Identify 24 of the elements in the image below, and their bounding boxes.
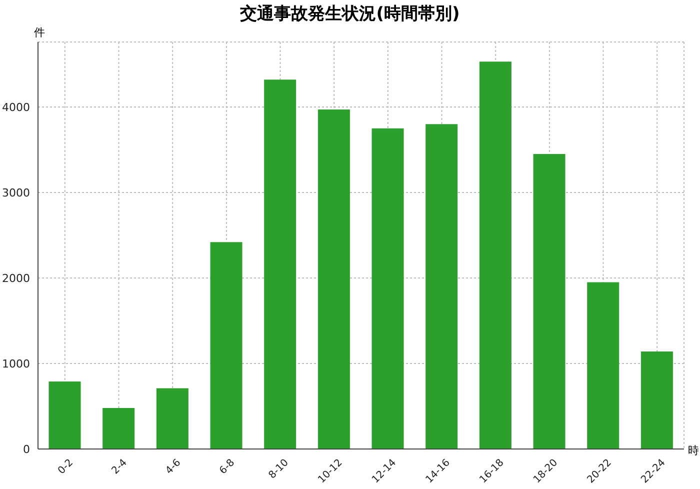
y-tick-label: 0	[23, 442, 30, 456]
bar	[48, 381, 81, 449]
y-tick-label: 4000	[2, 100, 30, 114]
y-tick-label: 2000	[2, 272, 30, 285]
x-axis-title: 時	[688, 443, 699, 458]
x-tick-label: 0-2	[56, 457, 76, 477]
x-tick-label: 4-6	[164, 457, 184, 477]
bar	[587, 282, 620, 449]
bar	[210, 242, 242, 449]
bar	[156, 388, 188, 449]
y-tick-label: 3000	[2, 186, 30, 200]
bar	[372, 128, 404, 449]
x-tick-label: 2-4	[110, 457, 130, 477]
bar	[533, 154, 566, 449]
bar	[102, 408, 135, 449]
bar	[640, 352, 673, 449]
bar	[318, 110, 350, 449]
chart-title: 交通事故発生状況(時間帯別)	[239, 3, 461, 25]
bar	[264, 80, 296, 449]
y-axis-title: 件	[34, 25, 45, 40]
bar	[426, 124, 458, 449]
y-tick-label: 1000	[2, 357, 30, 370]
bar	[479, 62, 512, 449]
x-tick-label: 6-8	[218, 457, 238, 477]
